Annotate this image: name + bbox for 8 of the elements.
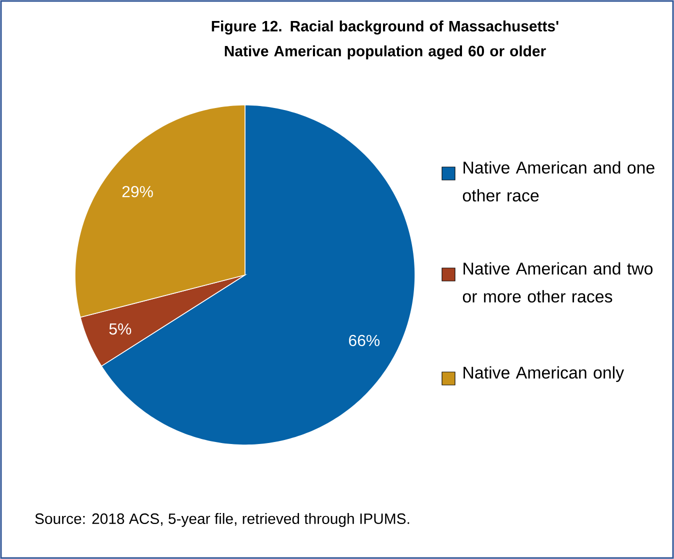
source-note: Source: 2018 ACS, 5-year file, retrieved through IPUMS. bbox=[35, 513, 410, 527]
data-label: 5% bbox=[109, 323, 132, 335]
data-label: 29% bbox=[122, 186, 153, 198]
chart-title: Figure 12. Racial background of Massachusetts' Native American population aged 60 or older bbox=[212, 20, 558, 60]
legend-label: Native American only bbox=[464, 366, 624, 382]
legend-label: Native American and one other race bbox=[462, 161, 654, 202]
legend-label: Native American and two or more other races bbox=[462, 262, 653, 303]
data-label: 66% bbox=[349, 334, 380, 346]
